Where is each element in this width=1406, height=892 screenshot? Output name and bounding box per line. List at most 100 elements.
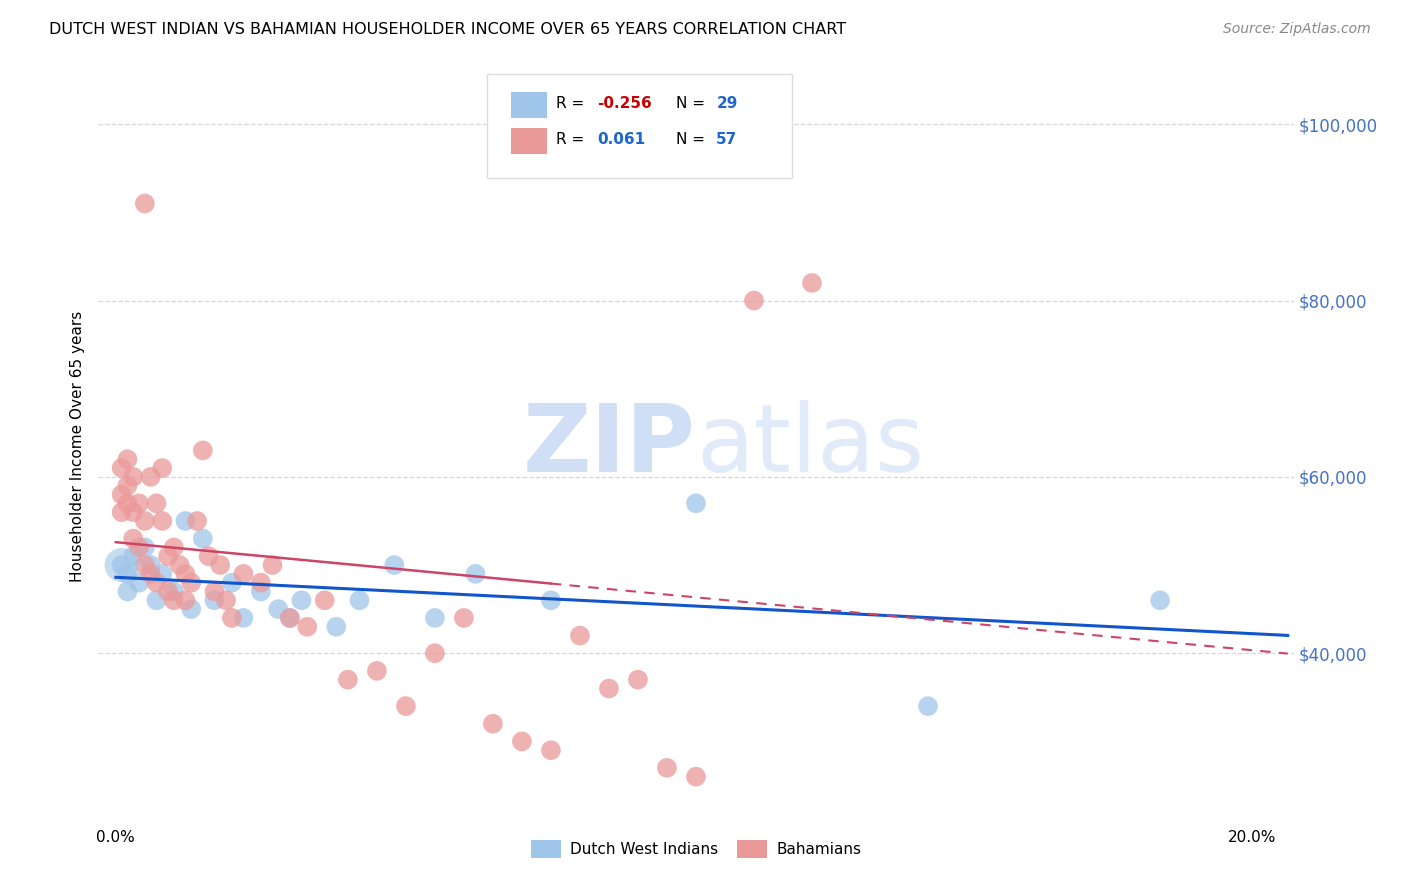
Point [157, 584, 180, 599]
Point [180, 575, 202, 590]
Point [174, 593, 197, 607]
Point [117, 452, 139, 467]
Text: DUTCH WEST INDIAN VS BAHAMIAN HOUSEHOLDER INCOME OVER 65 YEARS CORRELATION CHART: DUTCH WEST INDIAN VS BAHAMIAN HOUSEHOLDE… [49, 22, 846, 37]
Point [325, 620, 347, 634]
Point [382, 558, 405, 572]
Point [453, 611, 475, 625]
Point [801, 276, 824, 290]
Point [540, 743, 562, 757]
Point [111, 505, 134, 519]
Point [169, 558, 191, 572]
Point [139, 470, 162, 484]
Point [174, 514, 197, 528]
Point [180, 602, 202, 616]
Point [111, 558, 134, 572]
Point [191, 443, 214, 458]
Point [655, 761, 678, 775]
Point [464, 566, 486, 581]
Point [278, 611, 301, 625]
Point [150, 566, 173, 581]
Point [163, 541, 186, 555]
Point [163, 593, 186, 607]
Point [197, 549, 219, 564]
Text: 57: 57 [716, 132, 738, 146]
Text: N =: N = [676, 95, 710, 111]
Point [117, 478, 139, 492]
Point [314, 593, 336, 607]
Y-axis label: Householder Income Over 65 years: Householder Income Over 65 years [70, 310, 86, 582]
Point [540, 593, 562, 607]
Point [510, 734, 533, 748]
Point [186, 514, 208, 528]
Legend: Dutch West Indians, Bahamians: Dutch West Indians, Bahamians [524, 834, 868, 864]
Point [145, 593, 167, 607]
Point [250, 575, 273, 590]
Point [215, 593, 238, 607]
Point [423, 646, 446, 660]
Point [366, 664, 388, 678]
Point [685, 496, 707, 510]
Text: R =: R = [557, 132, 589, 146]
Point [122, 549, 145, 564]
Point [117, 584, 139, 599]
Point [232, 566, 254, 581]
Point [349, 593, 371, 607]
Point [395, 699, 418, 714]
Point [117, 496, 139, 510]
Point [128, 541, 150, 555]
Bar [510, 128, 547, 154]
Point [250, 584, 273, 599]
Point [150, 461, 173, 475]
Point [139, 558, 162, 572]
Point [145, 496, 167, 510]
Point [134, 541, 156, 555]
Point [128, 496, 150, 510]
Point [1149, 593, 1171, 607]
Point [221, 611, 243, 625]
Point [174, 566, 197, 581]
Point [685, 770, 707, 784]
Point [423, 611, 446, 625]
Point [267, 602, 290, 616]
Point [917, 699, 939, 714]
Point [111, 558, 134, 572]
Point [598, 681, 620, 696]
Point [139, 566, 162, 581]
Point [568, 629, 591, 643]
Point [117, 566, 139, 581]
Point [122, 505, 145, 519]
Point [163, 584, 186, 599]
Point [134, 514, 156, 528]
Text: atlas: atlas [696, 400, 924, 492]
Text: 0.0%: 0.0% [97, 830, 135, 845]
Text: 20.0%: 20.0% [1227, 830, 1277, 845]
Point [122, 532, 145, 546]
Point [204, 593, 226, 607]
Text: R =: R = [557, 95, 589, 111]
Point [714, 161, 737, 176]
Point [209, 558, 232, 572]
Point [262, 558, 284, 572]
Point [111, 487, 134, 501]
Point [157, 549, 180, 564]
Point [232, 611, 254, 625]
Bar [510, 93, 547, 119]
Point [128, 575, 150, 590]
Text: -0.256: -0.256 [596, 95, 651, 111]
Point [336, 673, 359, 687]
Point [150, 514, 173, 528]
Text: 0.061: 0.061 [596, 132, 645, 146]
Point [134, 196, 156, 211]
Point [290, 593, 312, 607]
Point [134, 558, 156, 572]
FancyBboxPatch shape [486, 74, 792, 178]
Point [278, 611, 301, 625]
Point [221, 575, 243, 590]
Point [145, 575, 167, 590]
Text: N =: N = [676, 132, 710, 146]
Text: Source: ZipAtlas.com: Source: ZipAtlas.com [1223, 22, 1371, 37]
Text: 29: 29 [716, 95, 738, 111]
Point [742, 293, 765, 308]
Point [204, 584, 226, 599]
Point [191, 532, 214, 546]
